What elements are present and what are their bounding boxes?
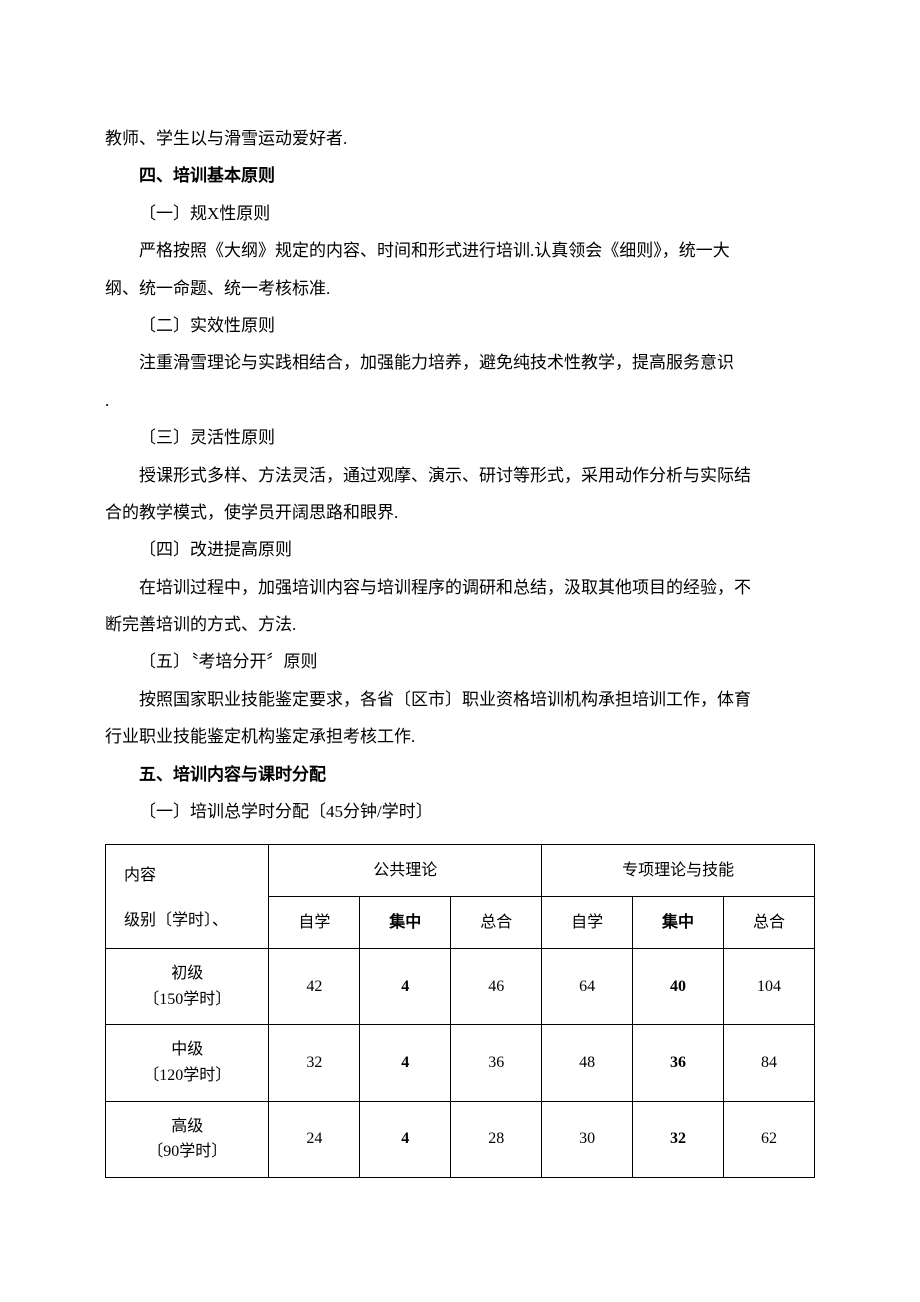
paragraph: 断完善培训的方式、方法. bbox=[105, 606, 815, 643]
paragraph: 严格按照《大纲》规定的内容、时间和形式进行培训.认真领会《细则》，统一大 bbox=[105, 232, 815, 269]
table-row: 高级 〔90学时〕 24 4 28 30 32 62 bbox=[106, 1101, 815, 1177]
table-cell: 40 bbox=[633, 949, 724, 1025]
level-hours: 〔120学时〕 bbox=[143, 1067, 231, 1084]
table-cell: 4 bbox=[360, 1025, 451, 1101]
hours-table: 内容 级别〔学时〕、 公共理论 专项理论与技能 自学 集中 总合 自学 集中 总… bbox=[105, 844, 815, 1177]
level-name: 中级 bbox=[171, 1041, 203, 1058]
table-cell: 24 bbox=[269, 1101, 360, 1177]
table-cell-level: 中级 〔120学时〕 bbox=[106, 1025, 269, 1101]
section-heading-4: 四、培训基本原则 bbox=[105, 157, 815, 194]
section-heading-5: 五、培训内容与课时分配 bbox=[105, 756, 815, 793]
table-cell: 28 bbox=[451, 1101, 542, 1177]
table-cell-level: 初级 〔150学时〕 bbox=[106, 949, 269, 1025]
table-subhead-self: 自学 bbox=[269, 897, 360, 949]
paragraph: 〔四〕改进提高原则 bbox=[105, 531, 815, 568]
table-row: 中级 〔120学时〕 32 4 36 48 36 84 bbox=[106, 1025, 815, 1101]
paragraph: 纲、统一命题、统一考核标准. bbox=[105, 270, 815, 307]
table-cell: 30 bbox=[542, 1101, 633, 1177]
table-cell: 4 bbox=[360, 949, 451, 1025]
document-content: 教师、学生以与滑雪运动爱好者. 四、培训基本原则 〔一〕规X性原则 严格按照《大… bbox=[105, 120, 815, 1178]
table-header-row-1: 内容 级别〔学时〕、 公共理论 专项理论与技能 bbox=[106, 845, 815, 897]
table-cell: 62 bbox=[724, 1101, 815, 1177]
table-header-special-theory: 专项理论与技能 bbox=[542, 845, 815, 897]
paragraph: 合的教学模式，使学员开阔思路和眼界. bbox=[105, 494, 815, 531]
level-hours: 〔90学时〕 bbox=[147, 1143, 227, 1160]
paragraph: 注重滑雪理论与实践相结合，加强能力培养，避免纯技术性教学，提高服务意识 bbox=[105, 344, 815, 381]
table-cell: 36 bbox=[451, 1025, 542, 1101]
table-subhead-self: 自学 bbox=[542, 897, 633, 949]
table-subhead-concentrated: 集中 bbox=[360, 897, 451, 949]
paragraph: 按照国家职业技能鉴定要求，各省〔区市〕职业资格培训机构承担培训工作，体育 bbox=[105, 681, 815, 718]
level-name: 初级 bbox=[171, 965, 203, 982]
table-subhead-total: 总合 bbox=[724, 897, 815, 949]
table-cell: 32 bbox=[269, 1025, 360, 1101]
paragraph: 〔五〕〝考培分开〞原则 bbox=[105, 643, 815, 680]
level-hours: 〔150学时〕 bbox=[143, 991, 231, 1008]
table-cell: 48 bbox=[542, 1025, 633, 1101]
table-cell: 104 bbox=[724, 949, 815, 1025]
table-cell: 32 bbox=[633, 1101, 724, 1177]
hours-table-container: 内容 级别〔学时〕、 公共理论 专项理论与技能 自学 集中 总合 自学 集中 总… bbox=[105, 844, 815, 1177]
paragraph: 教师、学生以与滑雪运动爱好者. bbox=[105, 120, 815, 157]
table-cell: 4 bbox=[360, 1101, 451, 1177]
paragraph: 行业职业技能鉴定机构鉴定承担考核工作. bbox=[105, 718, 815, 755]
paragraph: 〔一〕培训总学时分配〔45分钟/学时〕 bbox=[105, 793, 815, 830]
table-row: 初级 〔150学时〕 42 4 46 64 40 104 bbox=[106, 949, 815, 1025]
paragraph: 〔一〕规X性原则 bbox=[105, 195, 815, 232]
paragraph: . bbox=[105, 382, 815, 419]
table-cell: 42 bbox=[269, 949, 360, 1025]
table-subhead-total: 总合 bbox=[451, 897, 542, 949]
table-header-public-theory: 公共理论 bbox=[269, 845, 542, 897]
table-header-content: 内容 级别〔学时〕、 bbox=[106, 845, 269, 949]
table-cell: 46 bbox=[451, 949, 542, 1025]
header-line1: 内容 bbox=[124, 867, 156, 884]
table-cell-level: 高级 〔90学时〕 bbox=[106, 1101, 269, 1177]
header-line2: 级别〔学时〕、 bbox=[124, 902, 258, 940]
table-cell: 36 bbox=[633, 1025, 724, 1101]
table-cell: 84 bbox=[724, 1025, 815, 1101]
table-cell: 64 bbox=[542, 949, 633, 1025]
paragraph: 在培训过程中，加强培训内容与培训程序的调研和总结，汲取其他项目的经验，不 bbox=[105, 569, 815, 606]
level-name: 高级 bbox=[171, 1118, 203, 1135]
paragraph: 〔三〕灵活性原则 bbox=[105, 419, 815, 456]
paragraph: 授课形式多样、方法灵活，通过观摩、演示、研讨等形式，采用动作分析与实际结 bbox=[105, 457, 815, 494]
table-subhead-concentrated: 集中 bbox=[633, 897, 724, 949]
paragraph: 〔二〕实效性原则 bbox=[105, 307, 815, 344]
